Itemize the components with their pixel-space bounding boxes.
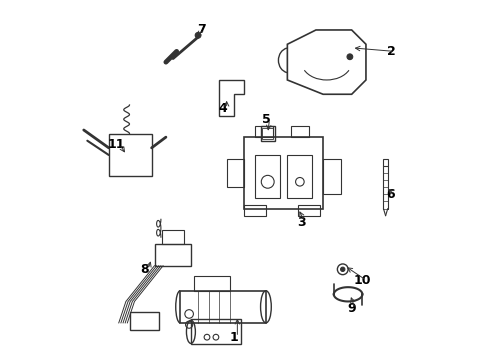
Text: 3: 3: [297, 216, 305, 229]
Text: 10: 10: [353, 274, 370, 287]
Text: 1: 1: [229, 331, 238, 344]
Bar: [108, 134, 151, 176]
Text: 6: 6: [386, 188, 394, 201]
Bar: [262, 128, 272, 139]
Bar: [226, 158, 244, 187]
Bar: [298, 205, 319, 216]
Text: 2: 2: [386, 45, 394, 58]
Bar: [130, 312, 159, 330]
Bar: [244, 137, 323, 208]
Bar: [180, 291, 265, 323]
Text: 5: 5: [261, 113, 270, 126]
Bar: [260, 126, 274, 141]
Circle shape: [195, 32, 201, 38]
Bar: [194, 276, 230, 291]
Text: 8: 8: [140, 263, 148, 276]
Circle shape: [346, 54, 352, 60]
Bar: [190, 319, 241, 344]
Bar: [155, 244, 190, 266]
Text: 4: 4: [218, 102, 227, 115]
Bar: [287, 155, 312, 198]
Bar: [323, 158, 340, 194]
Bar: [244, 205, 265, 216]
Text: 9: 9: [346, 302, 355, 315]
Bar: [255, 155, 280, 198]
Text: 11: 11: [107, 138, 124, 151]
Bar: [290, 126, 308, 137]
Bar: [162, 230, 183, 244]
Circle shape: [340, 267, 344, 271]
Bar: [382, 159, 387, 166]
Bar: [255, 126, 272, 137]
Text: 7: 7: [197, 23, 205, 36]
